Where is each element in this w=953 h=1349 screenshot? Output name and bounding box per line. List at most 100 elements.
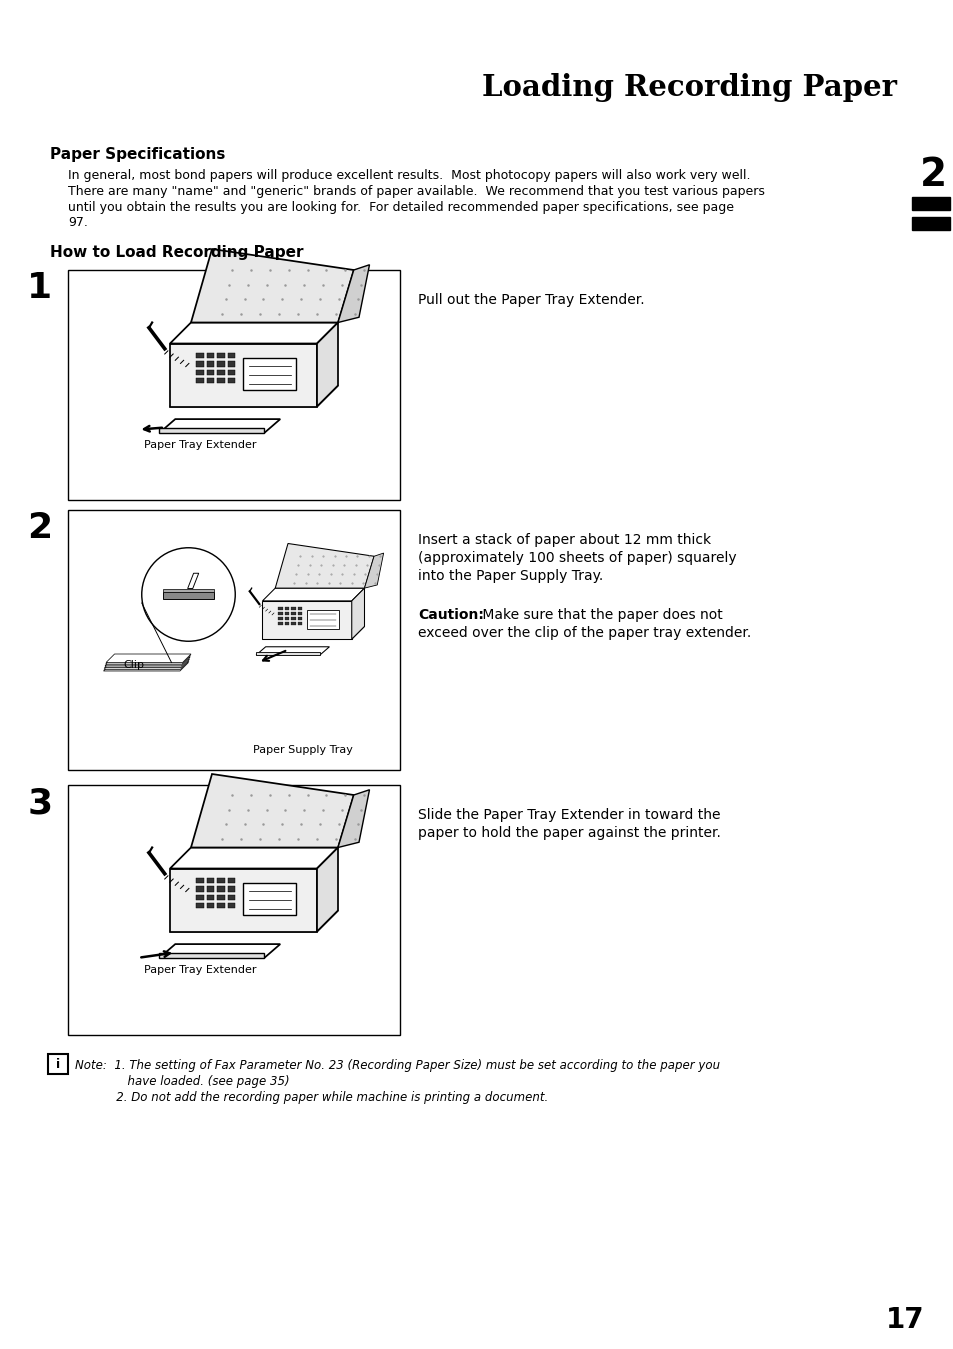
Bar [291,616,295,621]
Bar [291,607,295,610]
Polygon shape [262,588,364,600]
Bar [207,362,213,367]
Text: 1: 1 [28,271,52,305]
Polygon shape [170,322,337,344]
Bar [285,607,289,610]
Bar [228,878,234,884]
Bar [196,378,203,383]
Bar [278,616,283,621]
Text: Paper Specifications: Paper Specifications [50,147,225,162]
Text: Make sure that the paper does not: Make sure that the paper does not [477,608,722,622]
Polygon shape [352,588,364,639]
Bar [207,378,213,383]
Text: have loaded. (see page 35): have loaded. (see page 35) [75,1075,290,1087]
Bar [207,894,213,900]
Bar [911,217,949,229]
Bar [217,370,224,375]
Polygon shape [337,264,369,322]
Polygon shape [191,250,354,322]
Text: exceed over the clip of the paper tray extender.: exceed over the clip of the paper tray e… [417,626,750,639]
Polygon shape [262,626,364,639]
Bar [228,362,234,367]
Bar [196,362,203,367]
Bar [228,370,234,375]
Bar [207,902,213,908]
Text: 2: 2 [28,511,52,545]
Text: Paper Supply Tray: Paper Supply Tray [253,745,353,755]
Text: Pull out the Paper Tray Extender.: Pull out the Paper Tray Extender. [417,293,644,308]
Polygon shape [170,911,337,932]
Bar [196,894,203,900]
Bar [278,607,283,610]
Bar [291,611,295,615]
Text: How to Load Recording Paper: How to Load Recording Paper [50,246,303,260]
Text: until you obtain the results you are looking for.  For detailed recommended pape: until you obtain the results you are loo… [68,201,733,213]
Polygon shape [106,656,191,664]
Polygon shape [275,544,374,588]
Bar [68,510,399,770]
Bar [48,1054,68,1074]
Bar [228,894,234,900]
Bar [217,886,224,892]
Polygon shape [337,789,369,847]
Polygon shape [106,654,191,662]
Bar [163,588,213,592]
Bar [297,622,302,625]
Polygon shape [262,600,352,639]
Bar [911,197,949,210]
Text: Slide the Paper Tray Extender in toward the: Slide the Paper Tray Extender in toward … [417,808,720,822]
Bar [207,878,213,884]
Polygon shape [159,428,264,433]
Text: There are many "name" and "generic" brands of paper available.  We recommend tha: There are many "name" and "generic" bran… [68,185,764,197]
Bar [217,362,224,367]
Bar [307,610,338,629]
Bar [228,353,234,359]
Polygon shape [188,573,198,588]
Polygon shape [191,774,354,847]
Bar [278,622,283,625]
Text: Note:  1. The setting of Fax Parameter No. 23 (Recording Paper Size) must be set: Note: 1. The setting of Fax Parameter No… [75,1059,720,1071]
Bar [196,878,203,884]
Bar [291,622,295,625]
Polygon shape [255,646,329,656]
Bar [297,607,302,610]
Bar [68,270,399,500]
Bar [228,886,234,892]
Bar [278,611,283,615]
Text: Insert a stack of paper about 12 mm thick: Insert a stack of paper about 12 mm thic… [417,533,710,546]
Bar [243,884,295,915]
Bar [285,622,289,625]
Polygon shape [364,553,383,588]
Bar [163,592,213,599]
Bar [207,353,213,359]
Bar [297,611,302,615]
Bar [217,378,224,383]
Text: paper to hold the paper against the printer.: paper to hold the paper against the prin… [417,826,720,840]
Text: 2: 2 [919,156,945,194]
Polygon shape [159,944,280,958]
Text: Loading Recording Paper: Loading Recording Paper [482,73,897,103]
Polygon shape [103,662,189,670]
Bar [297,616,302,621]
Bar [228,378,234,383]
Text: 17: 17 [884,1306,923,1334]
Polygon shape [104,661,189,669]
Bar [68,785,399,1035]
Text: Paper Tray Extender: Paper Tray Extender [144,440,256,451]
Text: Caution:: Caution: [417,608,483,622]
Polygon shape [170,344,316,406]
Polygon shape [255,652,319,656]
Bar [228,902,234,908]
Polygon shape [316,847,337,932]
Bar [196,353,203,359]
Bar [217,878,224,884]
Bar [207,886,213,892]
Polygon shape [316,322,337,406]
Polygon shape [159,420,280,433]
Text: In general, most bond papers will produce excellent results.  Most photocopy pap: In general, most bond papers will produc… [68,169,750,182]
Text: (approximately 100 sheets of paper) squarely: (approximately 100 sheets of paper) squa… [417,550,736,565]
Polygon shape [170,847,337,869]
Bar [217,894,224,900]
Circle shape [142,548,235,641]
Bar [285,616,289,621]
